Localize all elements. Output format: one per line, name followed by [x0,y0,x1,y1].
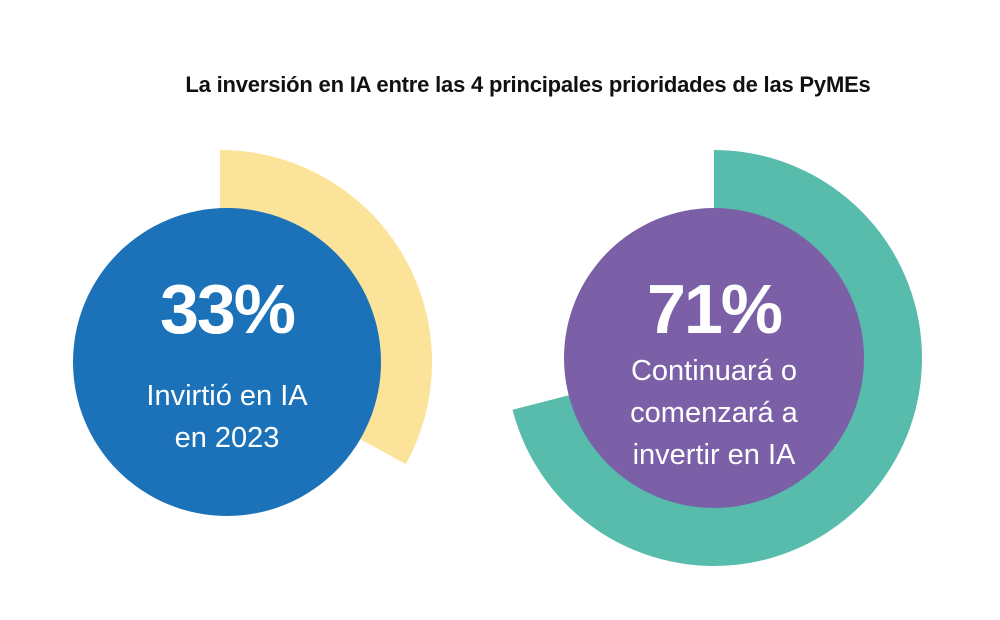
donut-investment-2023: 33% Invirtió en IA en 2023 [73,150,433,516]
description-line-2023-1: Invirtió en IA [146,380,308,412]
description-line-future-1: Continuará o [631,355,797,387]
description-line-future-2: comenzará a [630,397,799,429]
description-line-2023-2: en 2023 [175,422,280,454]
description-line-future-3: invertir en IA [633,439,796,471]
center-circle-2023 [73,208,381,516]
value-label-2023: 33% [160,270,295,348]
center-circle-future [564,208,864,508]
chart-title: La inversión en IA entre las 4 principal… [185,72,871,97]
value-label-future: 71% [647,270,782,348]
donut-future-investment: 71% Continuará o comenzará a invertir en… [512,150,922,566]
